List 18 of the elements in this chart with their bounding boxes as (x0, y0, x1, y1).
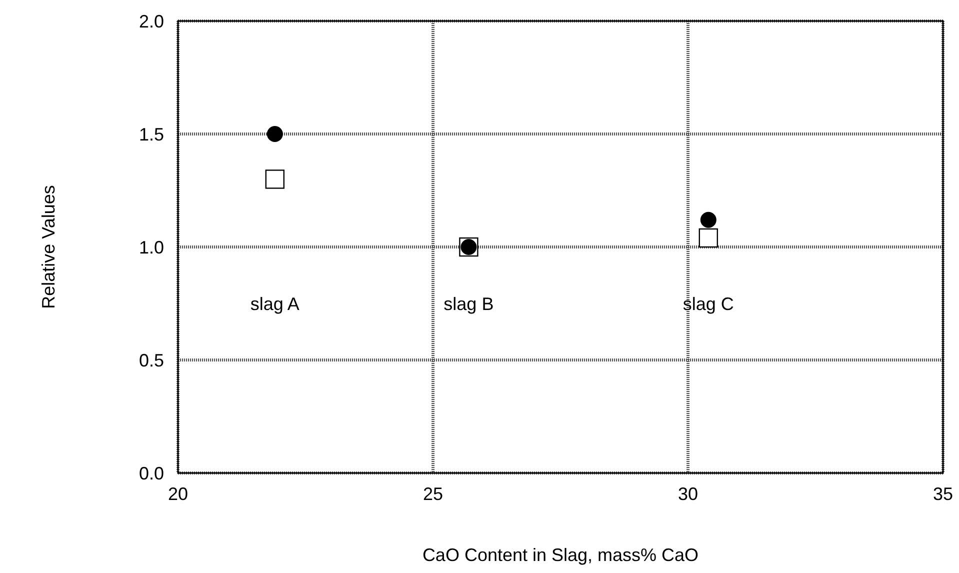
point (265, 170, 284, 189)
x-tick-label: 20 (168, 484, 188, 504)
x-tick-label: 30 (678, 484, 698, 504)
x-axis-title: CaO Content in Slag, mass% CaO (422, 545, 699, 565)
x-tick-label: 25 (422, 484, 444, 504)
y-tick-label: 1.0 (138, 237, 164, 258)
x-tick-label: 35 (932, 484, 954, 504)
annotation: slag A (250, 294, 300, 314)
y-tick-label: 0.0 (138, 463, 164, 484)
annotation: slag B (444, 294, 494, 314)
y-tick-label: 2.0 (138, 11, 164, 32)
point (698, 228, 718, 248)
annotation: slag C (682, 294, 734, 314)
point (700, 212, 716, 228)
y-tick-label: 1.5 (138, 124, 164, 144)
y-tick-label: 0.5 (138, 350, 164, 370)
point (266, 126, 283, 142)
y-axis-title: Relative Values (38, 185, 58, 309)
